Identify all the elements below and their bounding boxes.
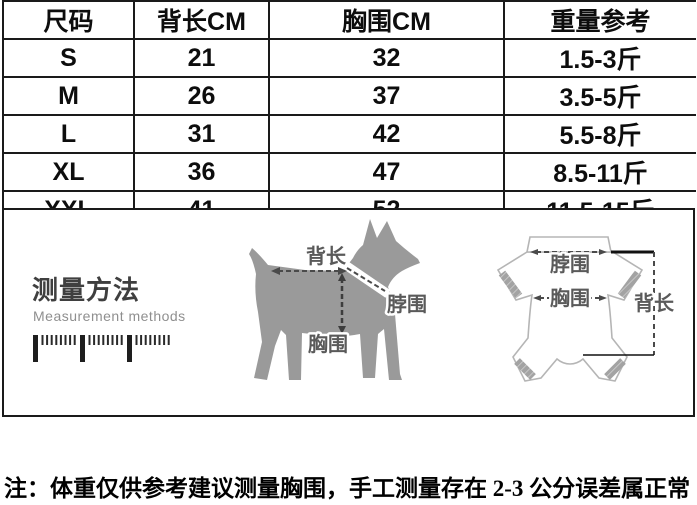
garment-back-length-label: 背长 xyxy=(634,291,675,315)
arrow-up xyxy=(338,273,346,281)
table-cell: 31 xyxy=(134,115,270,154)
dog-chest-girth-label: 胸围 xyxy=(308,332,348,356)
table-row: L 31 42 5.5-8斤 xyxy=(3,115,696,154)
table-cell: 21 xyxy=(134,39,270,78)
column-header: 尺码 xyxy=(3,1,135,40)
table-row: XL 36 47 8.5-11斤 xyxy=(3,153,696,192)
garment-collar xyxy=(526,236,612,253)
garment-neck-girth-label: 脖围 xyxy=(550,253,590,276)
table-cell: 3.5-5斤 xyxy=(504,77,696,116)
garment-measurement-diagram: 脖围 胸围 背长 xyxy=(496,236,678,382)
collar-gap xyxy=(341,260,391,298)
measurement-title: 测量方法 xyxy=(32,275,141,305)
table-cell: 37 xyxy=(269,77,505,116)
table-cell: 1.5-3斤 xyxy=(504,39,696,78)
arrow-right xyxy=(599,249,607,255)
table-cell: M xyxy=(3,77,135,116)
measurement-subtitle: Measurement methods xyxy=(33,308,186,324)
table-row: M 26 37 3.5-5斤 xyxy=(3,77,696,116)
right-leg-cuff xyxy=(604,358,626,380)
dog-neck-girth-label: 脖围 xyxy=(387,293,427,316)
disclaimer-note: 注：体重仅供参考建议测量胸围，手工测量存在 2-3 公分误差属正常 xyxy=(4,476,691,501)
table-cell: 32 xyxy=(269,39,505,78)
table-cell: L xyxy=(3,115,135,154)
size-chart-table: 尺码 背长CM 胸围CM 重量参考 S 21 32 1.5-3斤 M 26 37 3.5-5斤 L 31… xyxy=(2,0,696,228)
table-row: S 21 32 1.5-3斤 xyxy=(3,39,696,78)
garment-outline xyxy=(496,251,644,382)
arrow-left xyxy=(533,295,541,301)
arrow-right xyxy=(599,295,607,301)
left-leg-cuff xyxy=(514,358,536,380)
arrow-left xyxy=(271,267,280,275)
left-sleeve-cuff xyxy=(498,270,523,299)
dog-back-length-label: 背长 xyxy=(306,244,347,268)
arrow-down xyxy=(338,326,346,334)
dog-silhouette xyxy=(249,219,420,380)
right-sleeve-cuff xyxy=(617,270,642,299)
garment-chest-girth-label: 胸围 xyxy=(550,286,590,310)
table-cell: XL xyxy=(3,153,135,192)
ruler-icon xyxy=(33,335,170,362)
column-header: 重量参考 xyxy=(504,1,696,40)
table-cell: 5.5-8斤 xyxy=(504,115,696,154)
table-cell: 42 xyxy=(269,115,505,154)
header-row: 尺码 背长CM 胸围CM 重量参考 xyxy=(3,1,696,40)
arrow-right xyxy=(338,267,347,275)
column-header: 背长CM xyxy=(134,1,270,40)
measurement-method-panel: 测量方法 Measurement methods 背长 脖围 胸围 xyxy=(2,208,695,417)
dog-measurement-diagram: 背长 脖围 胸围 xyxy=(249,219,430,380)
table-cell: 26 xyxy=(134,77,270,116)
column-header: 胸围CM xyxy=(269,1,505,40)
arrow-left xyxy=(530,249,538,255)
table-cell: 47 xyxy=(269,153,505,192)
table-cell: 8.5-11斤 xyxy=(504,153,696,192)
table-cell: 36 xyxy=(134,153,270,192)
table-cell: S xyxy=(3,39,135,78)
